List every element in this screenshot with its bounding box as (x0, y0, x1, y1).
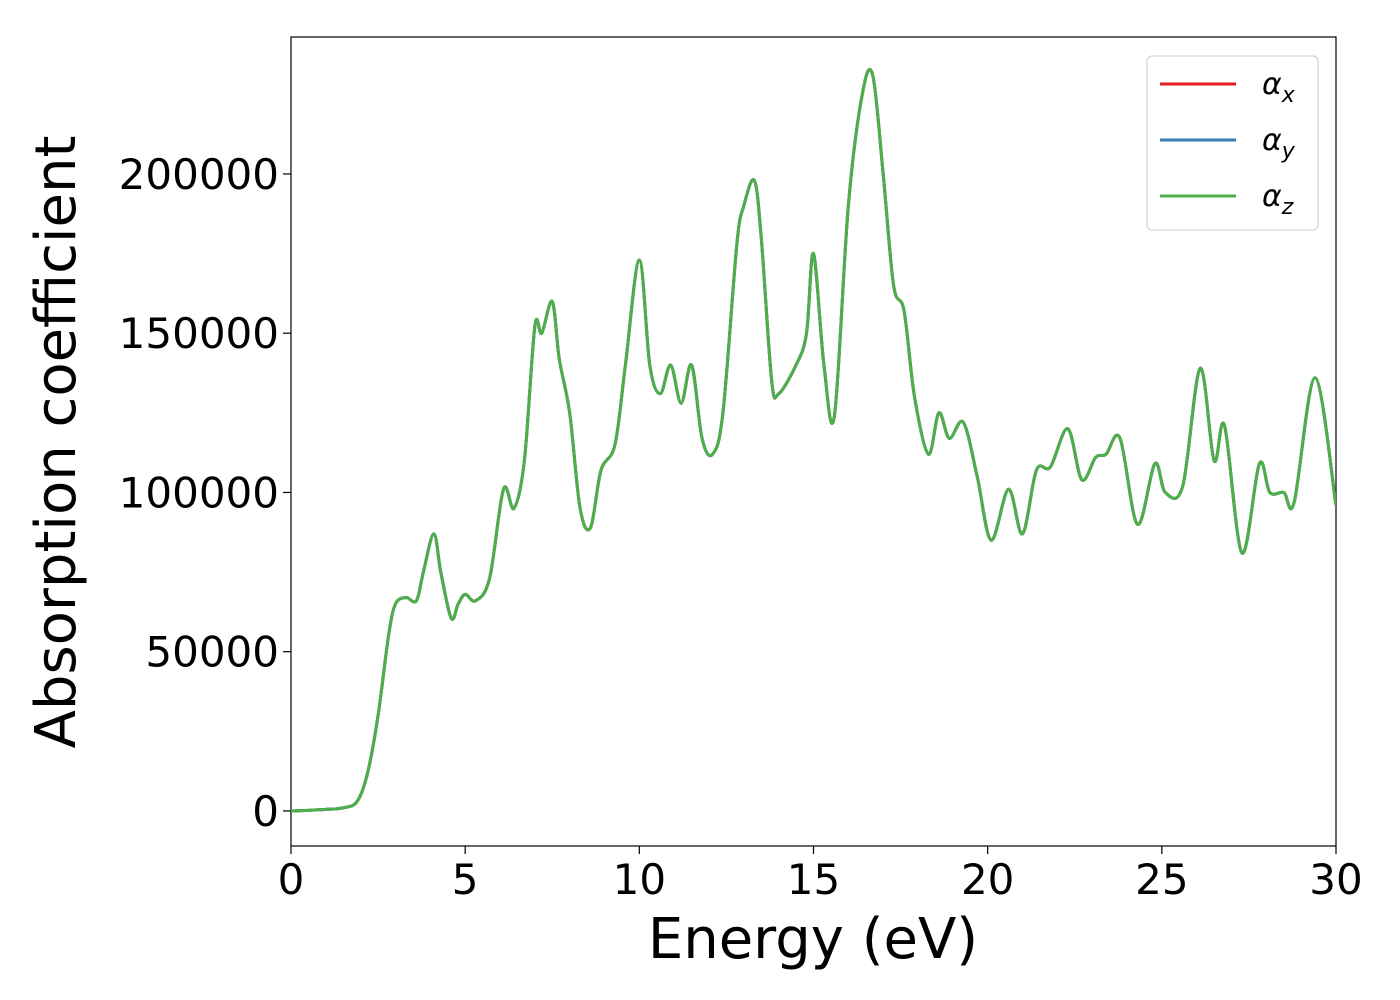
legend-entry: αy (1262, 123, 1296, 164)
series-line-3 (291, 68, 1336, 813)
x-tick-label: 5 (452, 855, 479, 904)
y-tick-label: 200000 (119, 150, 279, 199)
legend-box (1146, 55, 1319, 231)
x-tick-label: 0 (278, 855, 305, 904)
legend-entry: αx (1262, 67, 1296, 108)
y-tick-label: 50000 (145, 628, 279, 677)
x-axis-label: Energy (eV) (648, 907, 978, 972)
series-layer (291, 68, 1336, 813)
y-tick-label: 150000 (119, 309, 279, 358)
y-axis-ticks: 0 50000 100000 150000 200000 (119, 150, 291, 836)
x-tick-label: 20 (961, 855, 1014, 904)
x-tick-label: 30 (1309, 855, 1362, 904)
y-tick-label: 0 (252, 787, 279, 836)
x-tick-label: 10 (613, 855, 666, 904)
y-tick-label: 100000 (119, 468, 279, 517)
legend-entry: αz (1262, 179, 1294, 220)
x-axis-ticks: 0 5 10 15 20 25 30 (278, 846, 1363, 904)
legend: αx αy αz (1146, 55, 1319, 231)
x-tick-label: 15 (787, 855, 840, 904)
y-axis-label: Absorption coefficient (24, 136, 89, 749)
x-tick-label: 25 (1135, 855, 1188, 904)
